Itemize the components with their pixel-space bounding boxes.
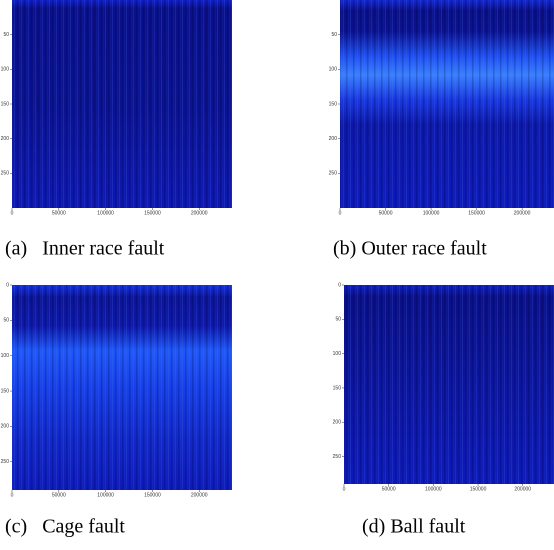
- x-tick-label: 0: [339, 210, 342, 216]
- y-tick-label: 50: [3, 32, 9, 38]
- y-tick-label: 50: [335, 317, 341, 323]
- spectrogram-texture: [344, 285, 554, 484]
- x-tick-label: 200000: [514, 210, 531, 216]
- y-tick-label: 200: [329, 136, 338, 142]
- y-tick-label: 100: [1, 353, 10, 359]
- x-tick-label: 200000: [514, 486, 531, 492]
- y-tick-label: 250: [333, 454, 342, 460]
- x-tick-label: 0: [11, 210, 14, 216]
- y-tick-label: 250: [1, 459, 10, 465]
- y-tick-label: 200: [333, 420, 342, 426]
- y-tick-label: 0: [6, 282, 9, 288]
- x-tick-label: 200000: [191, 492, 208, 498]
- panel-caption: (d) Ball fault: [362, 516, 466, 538]
- y-tick-label: 200: [1, 424, 10, 430]
- y-tick-label: 0: [338, 282, 341, 288]
- x-tick-label: 150000: [468, 210, 485, 216]
- x-tick-label: 100000: [423, 210, 440, 216]
- y-tick-label: 150: [1, 101, 10, 107]
- y-tick-label: 100: [333, 351, 342, 357]
- spectrogram-texture: [12, 0, 232, 208]
- x-tick-label: 150000: [144, 210, 161, 216]
- y-tick-label: 50: [331, 32, 337, 38]
- panel-caption: (b) Outer race fault: [333, 238, 487, 260]
- x-tick-label: 0: [343, 486, 346, 492]
- y-tick-label: 200: [1, 136, 10, 142]
- y-tick-label: 250: [1, 171, 10, 177]
- x-tick-label: 150000: [144, 492, 161, 498]
- y-tick-label: 150: [333, 385, 342, 391]
- x-tick-label: 100000: [425, 486, 442, 492]
- x-tick-label: 200000: [191, 210, 208, 216]
- panel-caption: (a) Inner race fault: [5, 238, 165, 260]
- x-tick-label: 100000: [97, 210, 114, 216]
- x-tick-label: 100000: [97, 492, 114, 498]
- x-tick-label: 50000: [52, 210, 66, 216]
- x-tick-label: 50000: [379, 210, 393, 216]
- y-tick-label: 150: [1, 388, 10, 394]
- y-tick-label: 100: [1, 67, 10, 73]
- spectrogram-texture: [12, 285, 232, 490]
- x-tick-label: 0: [11, 492, 14, 498]
- y-tick-label: 150: [329, 101, 338, 107]
- y-tick-label: 250: [329, 171, 338, 177]
- panel-caption: (c) Cage fault: [5, 516, 125, 538]
- y-tick-label: 50: [3, 318, 9, 324]
- spectrogram-texture: [340, 0, 554, 208]
- x-tick-label: 50000: [382, 486, 396, 492]
- y-tick-label: 100: [329, 67, 338, 73]
- x-tick-label: 50000: [52, 492, 66, 498]
- x-tick-label: 150000: [470, 486, 487, 492]
